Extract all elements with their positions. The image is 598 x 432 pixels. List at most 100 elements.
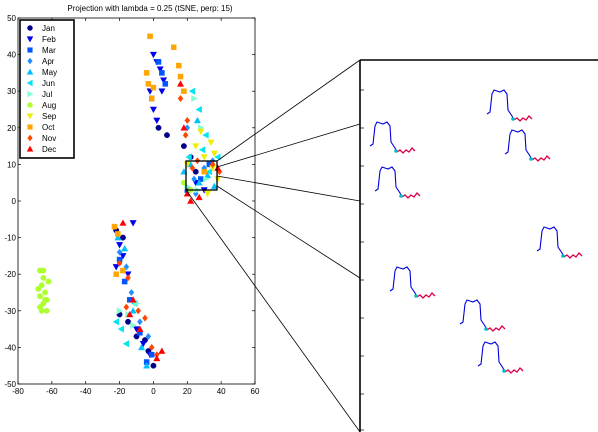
data-point-oct — [170, 44, 177, 51]
data-point-oct — [181, 88, 187, 94]
data-point-oct — [111, 223, 118, 230]
data-point-jan — [120, 234, 126, 241]
legend-label-jan: Jan — [42, 24, 55, 33]
data-point-nov — [189, 164, 196, 172]
legend-label-mar: Mar — [42, 46, 56, 55]
data-point-jun — [198, 146, 206, 154]
y-tick-label: -20 — [4, 270, 16, 279]
load-curve-point — [561, 254, 565, 258]
y-tick-label: 20 — [7, 124, 16, 133]
data-point-apr — [128, 288, 135, 297]
data-point-aug — [42, 289, 49, 296]
data-point-mar — [148, 351, 155, 358]
load-curve-line — [504, 129, 533, 161]
data-point-oct — [147, 33, 153, 40]
data-point-jan — [150, 362, 157, 369]
load-curve-tail — [486, 325, 506, 332]
data-point-mar — [121, 278, 128, 285]
data-point-oct — [176, 62, 182, 69]
x-tick-label: -20 — [114, 387, 126, 396]
data-point-may — [129, 307, 137, 314]
data-point-may — [121, 244, 129, 252]
data-point-jun — [214, 153, 221, 161]
data-point-may — [143, 362, 151, 369]
data-point-may — [138, 343, 146, 351]
data-point-feb — [149, 51, 157, 59]
load-curve-point — [529, 157, 533, 161]
data-point-jun — [112, 318, 119, 326]
data-point-aug — [40, 274, 47, 281]
data-point-nov — [184, 116, 191, 125]
legend-marker-sep — [26, 113, 34, 120]
y-tick-label: -10 — [4, 234, 16, 243]
data-point-oct — [145, 81, 152, 87]
load-curve-point — [399, 194, 403, 198]
legend-marker-jul — [27, 90, 34, 98]
data-point-jan — [180, 143, 187, 150]
data-point-jul — [203, 175, 210, 183]
data-point-sep — [192, 143, 200, 150]
data-point-feb — [153, 117, 161, 125]
data-point-nov — [209, 160, 216, 168]
load-curve-line — [374, 166, 403, 198]
data-point-mar — [159, 70, 165, 76]
data-point-dec — [214, 164, 222, 171]
data-point-feb — [119, 253, 127, 260]
legend-box — [19, 19, 75, 159]
data-point-jul — [130, 321, 137, 329]
load-curve-tail — [401, 192, 421, 199]
data-point-apr — [137, 318, 143, 326]
legend-marker-feb — [26, 36, 34, 43]
data-point-dec — [126, 310, 134, 318]
data-point-feb — [158, 88, 166, 95]
data-point-dec — [187, 197, 195, 204]
data-point-jun — [202, 131, 209, 139]
scatter-points — [35, 33, 223, 369]
load-curve-tail — [416, 292, 436, 299]
data-point-oct — [150, 84, 157, 91]
data-point-aug — [45, 278, 52, 285]
data-point-dec — [136, 325, 144, 332]
legend-label-nov: Nov — [42, 134, 56, 143]
data-point-jan — [125, 318, 131, 325]
legend-marker-jun — [26, 79, 33, 87]
legend-marker-oct — [27, 124, 33, 130]
data-point-oct — [115, 231, 121, 237]
load-curve-tail — [563, 252, 583, 259]
data-point-aug — [43, 296, 50, 303]
data-point-apr — [145, 332, 152, 340]
legend-label-jul: Jul — [42, 90, 52, 99]
data-point-aug — [43, 307, 50, 314]
data-point-jul — [191, 94, 198, 103]
legend-label-may: May — [42, 68, 57, 77]
data-point-nov — [116, 259, 123, 267]
load-curve-line — [486, 89, 515, 121]
data-point-feb — [129, 220, 137, 227]
data-point-nov — [148, 343, 155, 351]
load-curve-tail — [396, 147, 416, 154]
zoom-inset-panel — [359, 59, 598, 432]
legend-marker-dec — [26, 145, 34, 152]
data-point-aug — [38, 282, 45, 289]
data-point-sep — [200, 154, 208, 161]
data-point-aug — [35, 285, 42, 292]
load-curve-point — [394, 149, 398, 153]
legend-marker-nov — [27, 134, 33, 142]
data-point-nov — [142, 314, 148, 322]
y-tick-label: 40 — [7, 51, 16, 60]
data-point-nov — [177, 94, 184, 103]
load-curve-tail — [513, 115, 533, 122]
load-curve-glyph — [486, 89, 533, 122]
load-curve-line — [477, 341, 506, 373]
legend-label-dec: Dec — [42, 145, 56, 154]
data-point-oct — [177, 73, 184, 80]
data-point-apr — [191, 175, 197, 183]
legend: Jan Feb Mar Apr May Jun Jul Aug Sep Oct Nov Dec — [19, 19, 75, 159]
data-point-dec — [158, 347, 166, 354]
load-curve-glyph — [459, 299, 506, 332]
data-point-jun — [205, 168, 213, 176]
legend-label-sep: Sep — [42, 112, 57, 121]
data-point-jun — [117, 325, 125, 333]
data-point-oct — [113, 271, 119, 277]
data-point-nov — [182, 131, 189, 139]
